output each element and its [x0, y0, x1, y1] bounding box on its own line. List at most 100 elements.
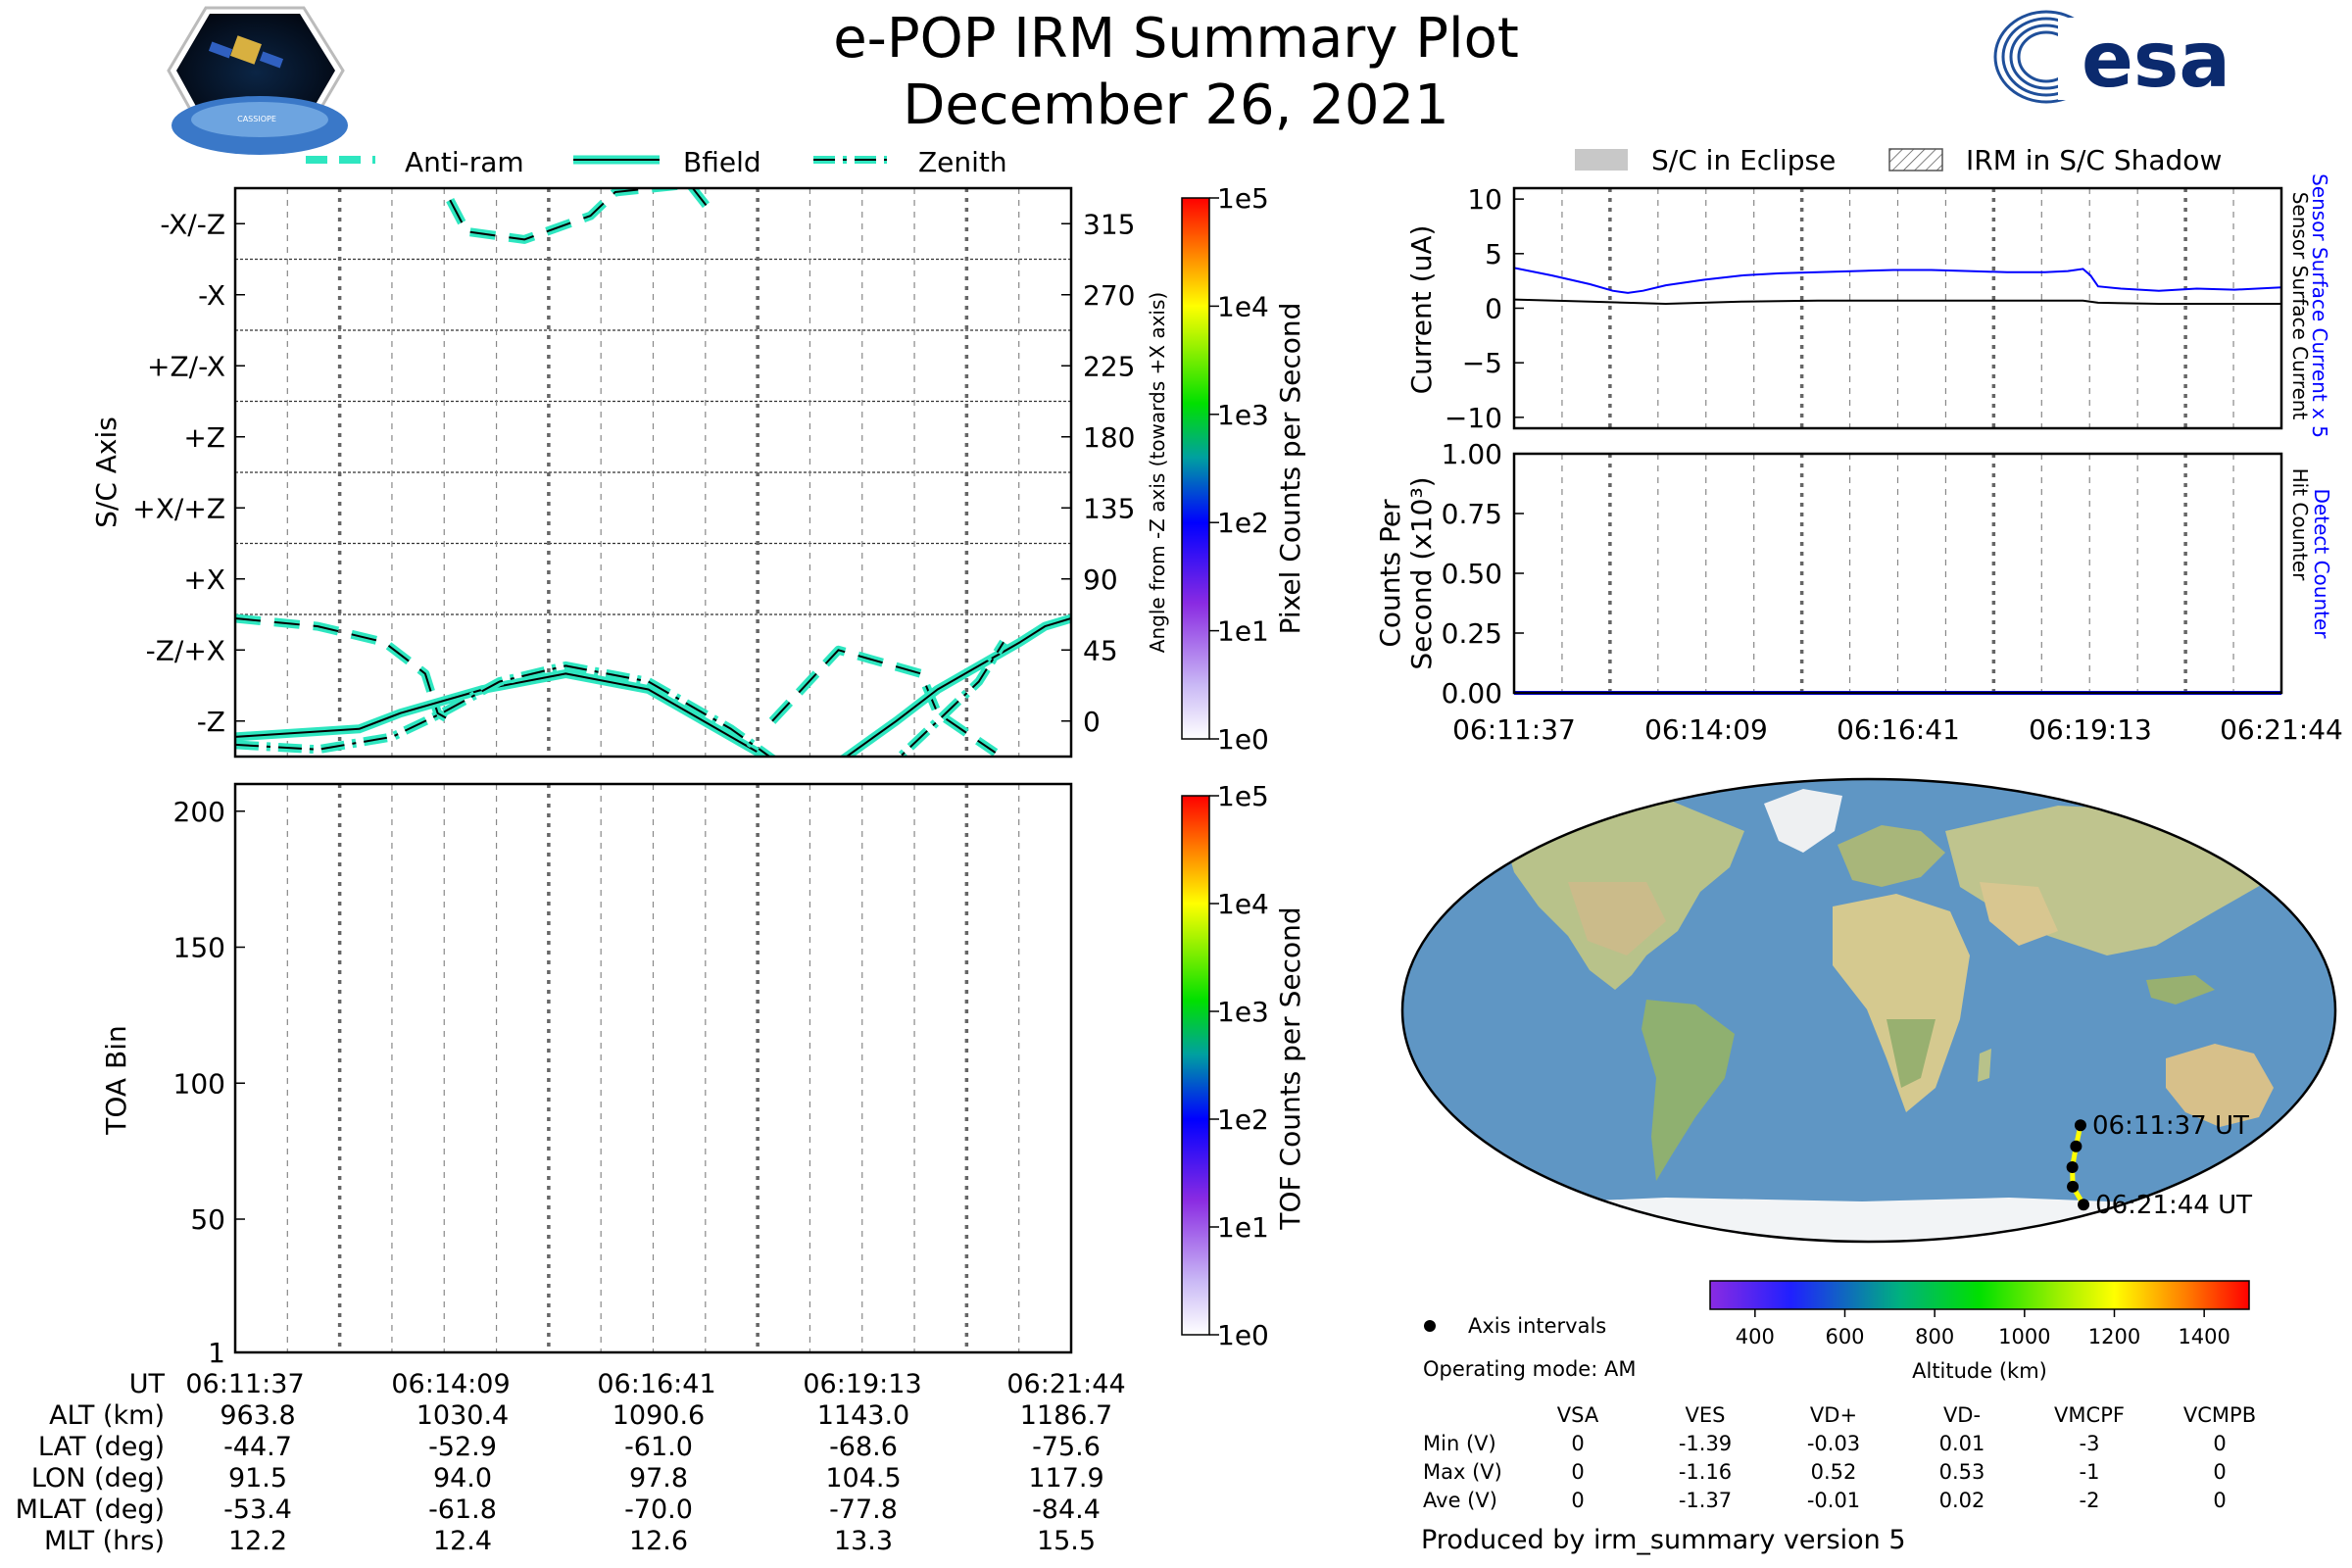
current-tick-label: 10	[1467, 183, 1502, 216]
current-tick-label: −5	[1462, 347, 1502, 379]
tof-colorbar-label: TOF Counts per Second	[1274, 906, 1306, 1230]
current-ylabel: Current (uA)	[1405, 225, 1438, 395]
map-land	[1402, 789, 2335, 1242]
counts-tick-label: 0.00	[1442, 677, 1502, 710]
ephemeris-cell: -44.7	[223, 1432, 292, 1462]
altitude-tick-label: 1000	[1998, 1325, 2050, 1348]
angle-tick-label: 90	[1083, 564, 1118, 596]
toa-tick-label: 100	[173, 1067, 225, 1100]
ephemeris-cell: 06:16:41	[597, 1369, 715, 1399]
ephemeris-cell: 12.2	[228, 1526, 287, 1556]
current-panel: 10 5 0 −5 −10 Current (uA) Sensor Surface Cu…	[1405, 173, 2331, 438]
ephemeris-cell: 13.3	[834, 1526, 893, 1556]
category-tick-label: -Z/+X	[146, 634, 225, 666]
ephemeris-cell: -75.6	[1032, 1432, 1101, 1462]
time-tick-label: 06:19:13	[2029, 713, 2152, 746]
voltage-cell: -1	[2080, 1460, 2100, 1484]
counts-tick-label: 0.50	[1442, 558, 1502, 590]
altitude-tick-label: 1400	[2178, 1325, 2230, 1348]
category-tick-label: +X/+Z	[132, 492, 225, 524]
counts-tick-label: 0.25	[1442, 617, 1502, 650]
angle-tick-label: 45	[1083, 634, 1118, 666]
series-anti-ram-core	[235, 617, 447, 719]
series-zenith-line	[235, 639, 1007, 757]
counts-tick-labels: 1.00 0.75 0.50 0.25 0.00	[1442, 438, 1524, 710]
voltage-cell: -2	[2080, 1489, 2100, 1512]
ephemeris-cell: -61.0	[624, 1432, 693, 1462]
axis-interval-marker	[2078, 1199, 2090, 1211]
ephemeris-cell: 15.5	[1037, 1526, 1096, 1556]
voltage-cell: 0	[1571, 1432, 1584, 1455]
current-right-label-black: Sensor Surface Current	[2288, 192, 2312, 420]
ephemeris-cell: 1186.7	[1020, 1400, 1112, 1431]
legend-label-zenith: Zenith	[918, 146, 1007, 178]
voltage-cell: 0.01	[1939, 1432, 1985, 1455]
category-tick-label: +X	[183, 564, 225, 596]
series-zenith-core	[235, 641, 1004, 757]
eclipse-legend: S/C in Eclipse IRM in S/C Shadow	[1575, 144, 2222, 176]
axis-interval-marker	[2066, 1160, 2079, 1173]
counts-right-label-blue: Detect Counter	[2310, 489, 2333, 640]
voltage-column-header: VSA	[1557, 1403, 1599, 1427]
ephemeris-cell: 12.6	[629, 1526, 688, 1556]
altitude-tick-label: 1200	[2088, 1325, 2140, 1348]
ephemeris-cell: -84.4	[1032, 1494, 1101, 1525]
series-anti-ram-core	[1028, 169, 1071, 184]
colorbar-tick-label: 1e4	[1217, 888, 1269, 920]
cassiope-logo-text: CASSIOPE	[237, 115, 276, 123]
voltage-cell: -1.39	[1679, 1432, 1732, 1455]
counts-tick-label: 1.00	[1442, 438, 1502, 470]
voltage-row-label: Min (V)	[1423, 1432, 1496, 1455]
counts-tick-label: 0.75	[1442, 498, 1502, 530]
track-start-label: 06:11:37 UT	[2092, 1111, 2249, 1141]
ephemeris-cell: -61.8	[428, 1494, 497, 1525]
category-tick-label: -X/-Z	[160, 208, 225, 240]
toa-tick-label: 1	[208, 1337, 225, 1369]
voltage-column-header: VES	[1686, 1403, 1726, 1427]
colorbar-tick-label: 1e5	[1217, 182, 1269, 215]
toa-time-gridlines	[234, 784, 1072, 1352]
pixel-colorbar-label: Pixel Counts per Second	[1274, 303, 1306, 635]
voltage-cell: 0.52	[1811, 1460, 1857, 1484]
voltage-row-label: Max (V)	[1423, 1460, 1502, 1484]
pixel-colorbar-ticks: 1e5 1e4 1e3 1e2 1e1 1e0	[1209, 182, 1269, 756]
legend-anti-ram: Anti-ram	[306, 146, 524, 178]
axis-interval-marker	[2070, 1140, 2082, 1152]
counts-ylabel: Counts PerSecond (x10³)	[1374, 476, 1438, 669]
ephemeris-cell: 06:14:09	[391, 1369, 510, 1399]
pixel-counts-colorbar: 1e5 1e4 1e3 1e2 1e1 1e0 Pixel Counts per Seco…	[1181, 182, 1306, 756]
toa-ylabel: TOA Bin	[100, 1025, 132, 1135]
title-line2: December 26, 2021	[903, 74, 1449, 137]
legend-zenith: Zenith	[813, 146, 1007, 178]
ephemeris-cell: 06:21:44	[1006, 1369, 1125, 1399]
axis-interval-marker	[2074, 1119, 2086, 1132]
current-time-gridlines	[1513, 188, 2282, 428]
voltage-cell: 0	[1571, 1460, 1584, 1484]
series-anti-ram-core	[449, 188, 715, 241]
voltage-column-header: VD-	[1943, 1403, 1981, 1427]
sc-axis-y2label: Angle from -Z axis (towards +X axis)	[1146, 292, 1169, 653]
time-tick-label: 06:16:41	[1837, 713, 1960, 746]
angle-tick-label: 225	[1083, 350, 1135, 382]
ephemeris-row-label: LAT (deg)	[38, 1432, 165, 1462]
series-anti-ram-line	[446, 188, 718, 244]
axis-interval-marker	[2067, 1180, 2080, 1193]
current-right-label-blue: Sensor Surface Current x 5	[2308, 173, 2331, 438]
series-anti-ram-line	[1029, 188, 1031, 189]
current-tick-label: 5	[1485, 238, 1502, 270]
colorbar-tick-label: 1e1	[1217, 1211, 1269, 1244]
voltage-cell: 0.02	[1939, 1489, 1985, 1512]
altitude-colorbar-ticks: 400 600 800 1000 1200 1400	[1736, 1309, 2230, 1348]
time-tick-label: 06:21:44	[2220, 713, 2343, 746]
ephemeris-cell: 91.5	[228, 1463, 287, 1494]
altitude-tick-label: 800	[1915, 1325, 1954, 1348]
ephemeris-row-label: MLAT (deg)	[16, 1494, 165, 1525]
legend-label-eclipse: S/C in Eclipse	[1651, 144, 1836, 176]
orientation-legend: Anti-ram Bfield Zenith	[306, 146, 1007, 178]
current-tick-label: −10	[1445, 402, 1502, 434]
counts-right-label-black: Hit Counter	[2288, 468, 2312, 581]
track-end-label: 06:21:44 UT	[2095, 1191, 2252, 1220]
axis-interval-marker-icon	[1424, 1320, 1436, 1332]
angle-tick-label: 270	[1083, 279, 1135, 312]
ephemeris-cell: 1143.0	[817, 1400, 909, 1431]
